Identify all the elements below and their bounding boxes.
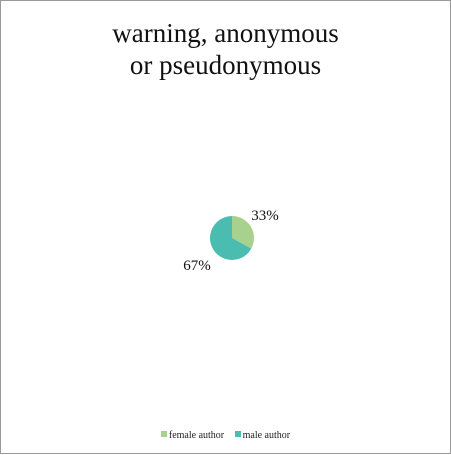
pie-slice-female-author[interactable]	[232, 216, 254, 249]
legend-label-male-author: male author	[242, 430, 291, 441]
data-label-male-author: 67%	[183, 258, 211, 274]
data-label-female-author: 33%	[251, 208, 279, 224]
legend-swatch-female-author	[160, 431, 167, 437]
legend-item-male-author: male author	[234, 430, 291, 441]
legend-swatch-male-author	[234, 431, 241, 437]
chart-title-line-2: or pseudonymous	[129, 50, 322, 80]
chart-title-line-1: warning, anonymous	[112, 18, 339, 48]
legend-item-female-author: female author	[160, 430, 225, 441]
pie-slice-male-author[interactable]	[210, 216, 252, 260]
legend: female author male author	[1, 430, 450, 441]
chart-title: warning, anonymous or pseudonymous	[1, 17, 450, 81]
legend-label-female-author: female author	[168, 430, 225, 441]
